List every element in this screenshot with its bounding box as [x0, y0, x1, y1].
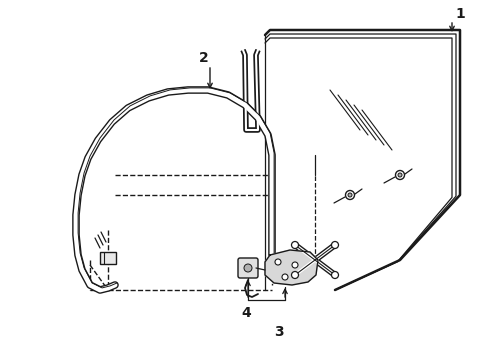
Circle shape [291, 242, 298, 248]
Circle shape [291, 271, 298, 279]
Circle shape [345, 190, 354, 199]
Circle shape [347, 193, 351, 197]
Text: 4: 4 [241, 306, 250, 320]
Circle shape [331, 242, 338, 248]
Circle shape [331, 271, 338, 279]
Circle shape [244, 264, 251, 272]
Polygon shape [264, 30, 459, 290]
Circle shape [274, 259, 281, 265]
FancyBboxPatch shape [100, 252, 116, 264]
Circle shape [395, 171, 404, 180]
Circle shape [282, 274, 287, 280]
Circle shape [397, 173, 401, 177]
Text: 2: 2 [199, 51, 208, 65]
Circle shape [291, 262, 297, 268]
Text: 3: 3 [274, 325, 283, 339]
FancyBboxPatch shape [238, 258, 258, 278]
Polygon shape [264, 250, 317, 285]
Text: 1: 1 [454, 7, 464, 21]
